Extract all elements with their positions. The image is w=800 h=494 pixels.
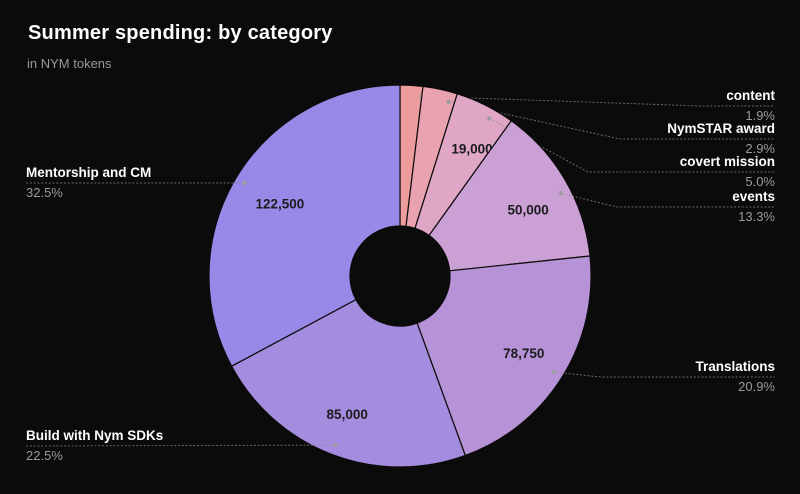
leader-dot — [333, 442, 338, 448]
slice-value-label: 78,750 — [503, 346, 544, 361]
slice-label-name: Build with Nym SDKs — [26, 428, 164, 443]
slice-label-nymstar-award: NymSTAR award 2.9% — [515, 119, 775, 158]
leader-dot — [558, 191, 564, 196]
slice-label-percent: 13.3% — [738, 209, 775, 224]
leader-dot — [551, 369, 556, 375]
slice-label-percent: 32.5% — [26, 185, 63, 200]
slice-value-label: 85,000 — [327, 407, 368, 422]
leader-line — [553, 371, 775, 378]
slice-label-mentorship-and-cm: Mentorship and CM 32.5% — [26, 163, 286, 202]
slice-label-events: events 13.3% — [515, 187, 775, 226]
slice-label-covert-mission: covert mission 5.0% — [515, 152, 775, 191]
leader-line — [448, 101, 775, 140]
leader-line — [489, 118, 775, 173]
slice-value-label: 19,000 — [451, 142, 492, 157]
pie-slice-translations[interactable] — [416, 255, 592, 457]
slice-label-name: events — [732, 189, 775, 204]
chart-subtitle: in NYM tokens — [27, 56, 112, 71]
slice-value-label: 50,000 — [507, 203, 548, 218]
chart-title: Summer spending: by category — [28, 22, 333, 44]
pie-slice-mentorship-and-cm[interactable] — [208, 84, 401, 367]
leader-dot — [242, 180, 247, 186]
slice-label-percent: 22.5% — [26, 448, 63, 463]
slice-value-label: 122,500 — [255, 197, 304, 212]
pie-slice-events[interactable] — [428, 120, 591, 272]
slice-label-translations: Translations 20.9% — [515, 357, 775, 396]
slice-label-name: Translations — [695, 359, 775, 374]
leader-dot — [487, 116, 492, 121]
leader-line — [560, 192, 775, 208]
slice-label-name: NymSTAR award — [667, 121, 775, 136]
slice-label-build-with-nym-sdks: Build with Nym SDKs 22.5% — [26, 426, 286, 465]
pie-slice-build-with-nym-sdks[interactable] — [231, 299, 466, 468]
slice-label-name: covert mission — [679, 154, 775, 169]
leader-dot — [446, 99, 451, 104]
slice-label-name: content — [726, 88, 775, 103]
slice-label-percent: 1.9% — [745, 108, 775, 123]
slice-label-content: content 1.9% — [515, 86, 775, 125]
leader-line — [421, 95, 775, 107]
slice-label-percent: 2.9% — [745, 141, 775, 156]
slice-label-name: Mentorship and CM — [26, 165, 152, 180]
slice-label-percent: 20.9% — [738, 379, 775, 394]
slice-label-percent: 5.0% — [745, 174, 775, 189]
